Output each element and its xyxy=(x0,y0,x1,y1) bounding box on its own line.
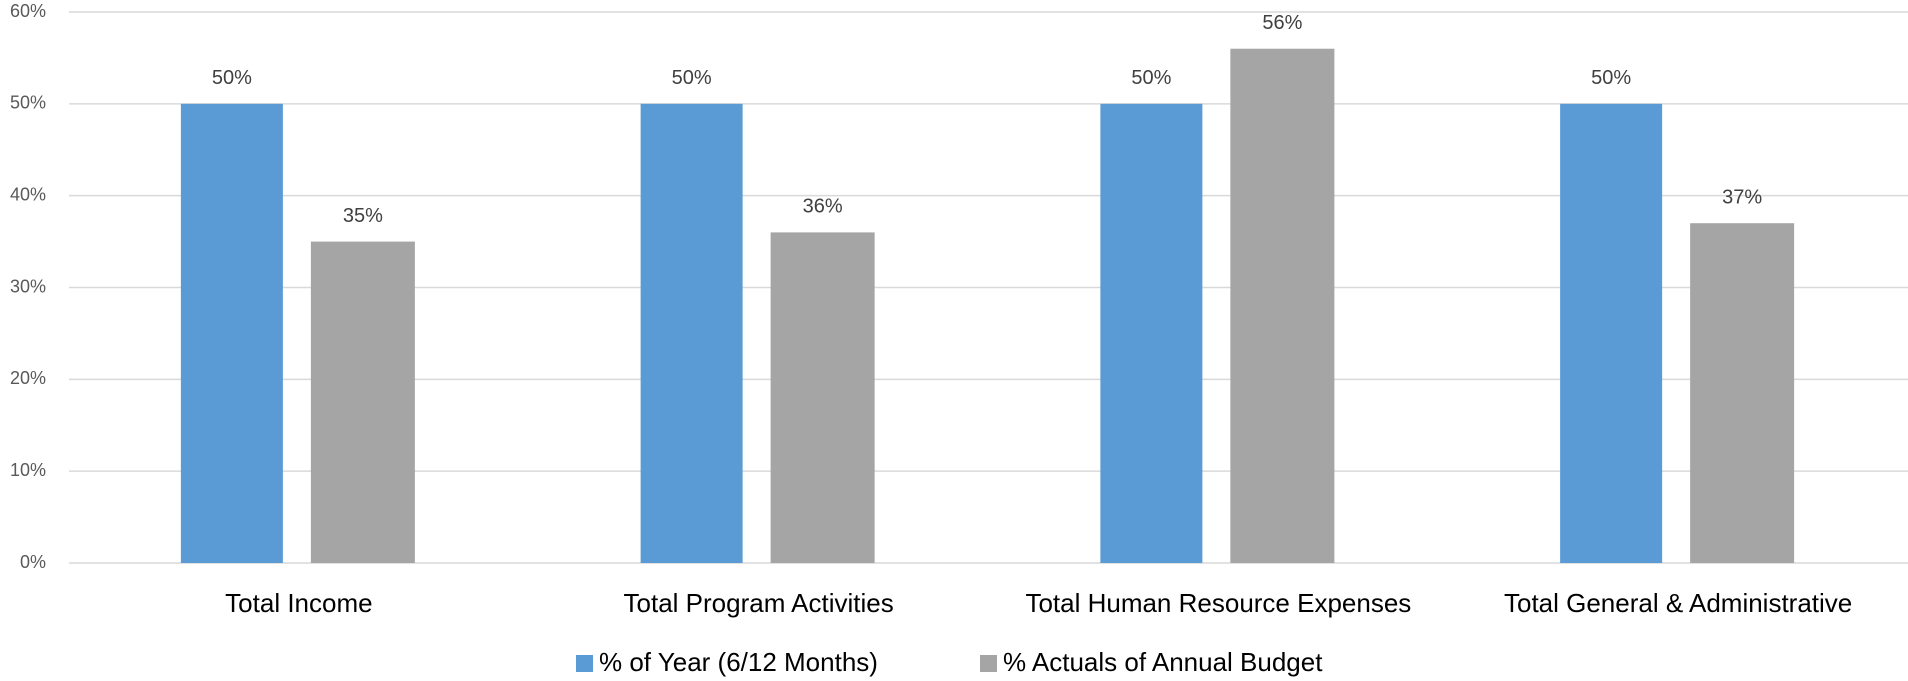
bar xyxy=(1100,103,1203,563)
y-tick-label: 50% xyxy=(10,93,46,113)
bar xyxy=(180,103,283,563)
data-label: 50% xyxy=(672,67,712,89)
data-label: 50% xyxy=(1131,67,1171,89)
data-label: 50% xyxy=(1591,67,1631,89)
x-tick-label: Total Income xyxy=(225,588,372,618)
data-label: 50% xyxy=(212,67,252,89)
legend-label: % Actuals of Annual Budget xyxy=(1003,647,1323,677)
y-tick-label: 20% xyxy=(10,368,46,388)
data-label: 36% xyxy=(803,196,843,218)
y-tick-label: 0% xyxy=(20,552,46,572)
bar xyxy=(1560,103,1663,563)
y-tick-label: 40% xyxy=(10,184,46,204)
x-tick-label: Total Program Activities xyxy=(624,588,894,618)
legend-swatch xyxy=(576,655,593,672)
legend-label: % of Year (6/12 Months) xyxy=(599,647,878,677)
x-tick-label: Total Human Resource Expenses xyxy=(1025,588,1411,618)
data-label: 56% xyxy=(1262,12,1302,34)
bar xyxy=(310,241,415,564)
x-tick-label: Total General & Administrative xyxy=(1504,588,1852,618)
y-tick-label: 60% xyxy=(10,1,46,21)
bar xyxy=(1230,48,1335,563)
data-label: 35% xyxy=(343,205,383,227)
bar xyxy=(640,103,743,563)
bar xyxy=(1690,223,1795,563)
y-tick-label: 10% xyxy=(10,460,46,480)
y-tick-label: 30% xyxy=(10,276,46,296)
data-label: 37% xyxy=(1722,186,1762,208)
bar xyxy=(770,232,875,563)
legend-swatch xyxy=(980,655,997,672)
